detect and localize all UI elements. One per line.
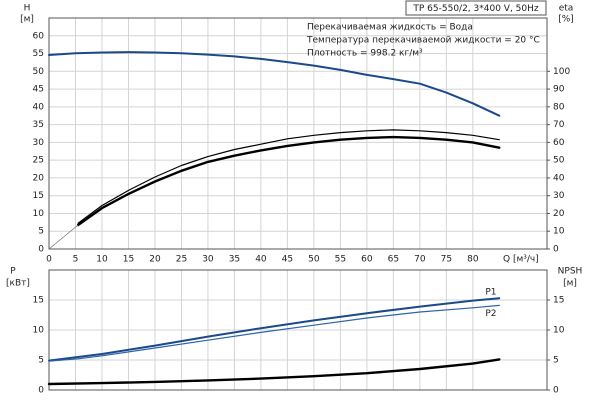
annotation: Плотность = 998.2 кг/м³ [307,49,423,59]
annotation: Температура перекачиваемой жидкости = 20… [306,36,540,46]
x-tick-label: 15 [123,255,134,265]
annotation: Перекачиваемая жидкость = Вода [307,23,473,33]
y-axis-label: P [10,267,16,277]
y-tick-label: 35 [33,120,44,130]
y-tick-label: 0 [38,386,44,396]
chart-title: TP 65-550/2, 3*400 V, 50Hz [412,4,539,14]
y2-tick-label: 10 [553,326,565,336]
plot-frame [48,17,548,250]
x-tick-label: 65 [388,255,399,265]
y2-tick-label: 80 [553,102,565,112]
x-tick-label: 75 [441,255,452,265]
y2-axis-label: eta [559,4,574,14]
y-tick-label: 5 [38,227,44,237]
y-tick-label: 25 [33,156,44,166]
y2-axis-unit: [%] [558,15,574,25]
x-tick-label: 35 [229,255,240,265]
y-axis-label: H [24,4,31,14]
y2-tick-label: 20 [553,209,565,219]
curve [76,135,501,227]
y2-tick-label: 0 [553,245,559,255]
y-tick-label: 10 [33,326,45,336]
y2-tick-label: 60 [553,138,565,148]
series-label: P1 [485,288,496,298]
curve [48,51,501,117]
y2-tick-label: 10 [553,227,565,237]
y-tick-label: 40 [33,102,45,112]
y2-tick-label: 15 [553,296,564,306]
x-tick-label: 40 [255,255,267,265]
y2-tick-label: 70 [553,120,565,130]
y-tick-label: 15 [33,191,44,201]
y-tick-label: 45 [33,85,44,95]
x-tick-label: 20 [149,255,161,265]
x-axis-label: Q [м³/ч] [503,255,539,265]
plot-frame [48,269,548,391]
title-box [405,0,547,16]
y-tick-label: 30 [33,138,45,148]
y-tick-label: 50 [33,67,45,77]
y2-tick-label: 5 [553,356,559,366]
x-tick-label: 50 [308,255,320,265]
series-label: P2 [485,309,496,319]
y2-tick-label: 0 [553,386,559,396]
x-tick-label: 5 [73,255,79,265]
x-tick-label: 0 [46,255,52,265]
x-tick-label: 45 [282,255,293,265]
y2-tick-label: 90 [553,85,565,95]
y-tick-label: 55 [33,49,44,59]
y-tick-label: 10 [33,209,45,219]
y2-tick-label: 50 [553,156,565,166]
curve [77,129,500,224]
y-axis-unit: [кВт] [6,279,30,289]
x-tick-label: 30 [202,255,214,265]
curve [48,297,501,362]
y-tick-label: 5 [38,356,44,366]
y-tick-label: 60 [33,31,45,41]
y-axis-unit: [м] [20,15,34,25]
x-tick-label: 10 [96,255,108,265]
y2-axis-unit: [м] [563,279,577,289]
x-tick-label: 60 [361,255,373,265]
y-tick-label: 0 [38,245,44,255]
y2-tick-label: 100 [553,67,570,77]
y2-axis-label: NPSH [558,267,583,277]
curve [48,304,500,362]
y-tick-label: 15 [33,296,44,306]
y2-tick-label: 30 [553,191,565,201]
y2-tick-label: 40 [553,173,565,183]
curve [48,224,79,250]
x-tick-label: 55 [335,255,346,265]
y-tick-label: 20 [33,173,45,183]
x-tick-label: 70 [414,255,426,265]
x-tick-label: 80 [467,255,479,265]
curve [47,358,501,386]
x-tick-label: 25 [176,255,187,265]
